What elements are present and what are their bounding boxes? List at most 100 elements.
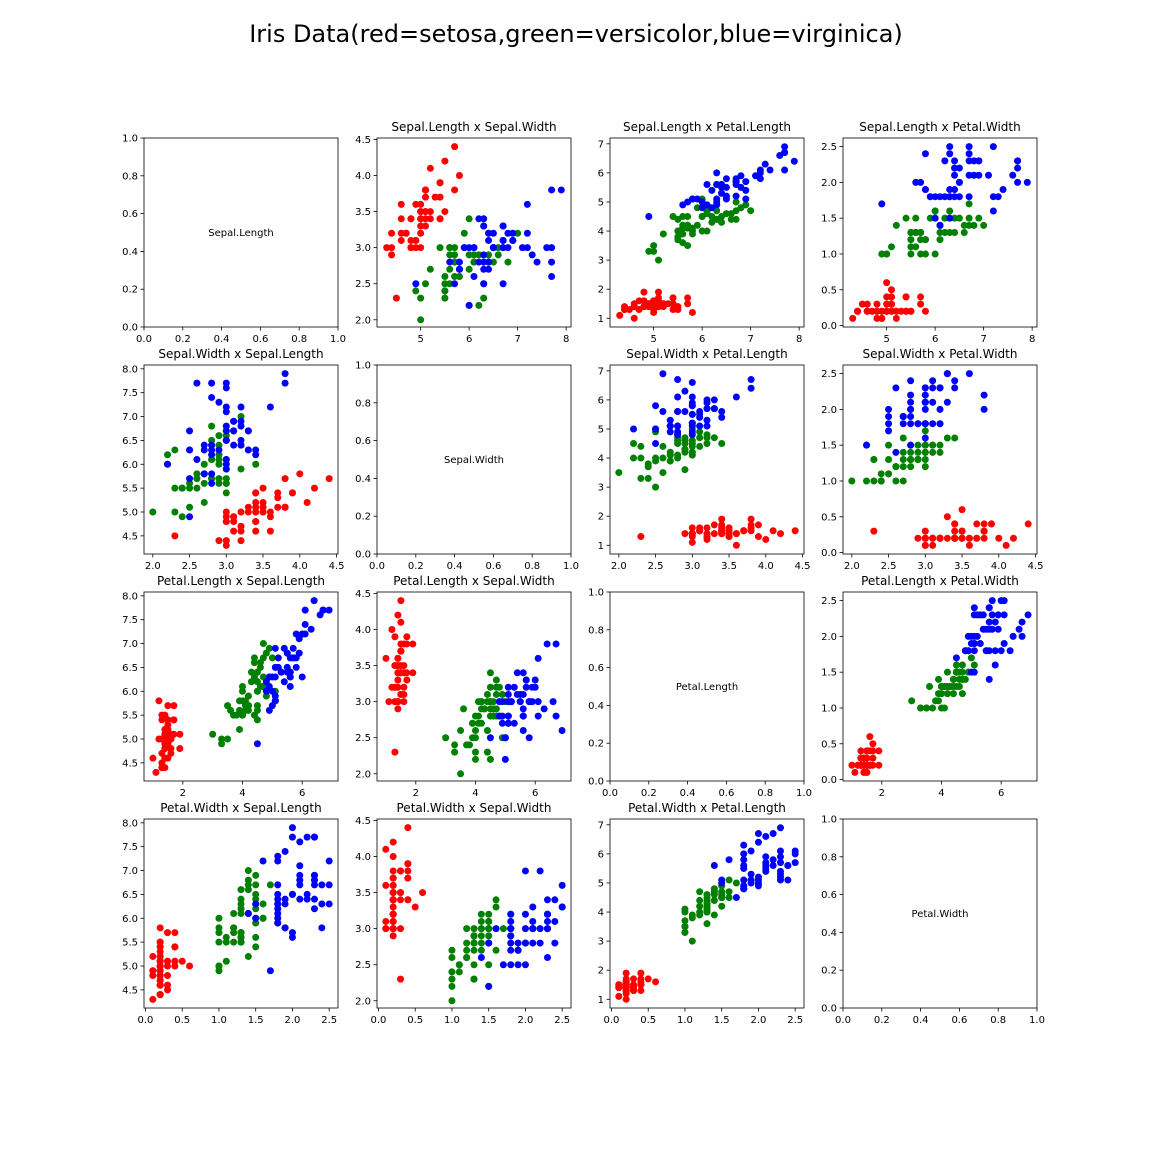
data-point-virginica	[747, 879, 755, 887]
subplot-title: Sepal.Width x Petal.Length	[626, 347, 788, 361]
data-point-versicolor	[441, 287, 449, 295]
data-point-setosa	[397, 229, 405, 237]
data-point-versicolor	[475, 301, 483, 309]
data-point-setosa	[407, 244, 415, 252]
data-point-setosa	[921, 541, 929, 549]
y-tick-label: 2	[598, 285, 604, 296]
y-tick-label: 8.0	[122, 364, 138, 375]
data-point-setosa	[936, 534, 944, 542]
y-tick-label: 3.0	[355, 697, 371, 708]
y-tick-label: 0.4	[588, 701, 604, 712]
data-point-versicolor	[441, 294, 449, 302]
x-tick-label: 6	[466, 334, 472, 345]
data-point-versicolor	[912, 214, 920, 222]
x-tick-label: 0.5	[640, 1015, 656, 1026]
data-point-virginica	[907, 398, 915, 406]
y-tick-label: 2.0	[355, 996, 371, 1007]
y-tick-label: 8.0	[122, 591, 138, 602]
data-point-virginica	[499, 236, 507, 244]
data-point-virginica	[710, 405, 718, 413]
data-point-versicolor	[960, 221, 968, 229]
y-tick-label: 0.6	[821, 890, 837, 901]
data-point-versicolor	[252, 890, 260, 898]
data-point-virginica	[776, 873, 784, 881]
data-point-setosa	[762, 535, 770, 543]
scatter-points	[383, 143, 565, 324]
data-point-virginica	[681, 408, 689, 416]
data-point-versicolor	[725, 894, 733, 902]
data-point-setosa	[149, 952, 157, 960]
data-point-setosa	[164, 986, 172, 994]
y-tick-label: 4.5	[122, 758, 138, 769]
data-point-virginica	[252, 914, 260, 922]
data-point-virginica	[516, 698, 524, 706]
x-tick-label: 2.0	[284, 1015, 300, 1026]
data-point-virginica	[991, 647, 999, 655]
data-point-versicolor	[965, 221, 973, 229]
y-tick-label: 6	[598, 395, 604, 406]
x-tick-label: 6	[998, 788, 1004, 799]
data-point-virginica	[507, 910, 515, 918]
data-point-versicolor	[885, 441, 893, 449]
data-point-versicolor	[652, 483, 660, 491]
data-point-setosa	[688, 538, 696, 546]
data-point-setosa	[769, 527, 777, 535]
data-point-setosa	[878, 307, 886, 315]
data-point-setosa	[397, 867, 405, 875]
data-point-virginica	[784, 876, 792, 884]
subplot-title: Sepal.Width x Petal.Width	[863, 347, 1018, 361]
data-point-setosa	[637, 987, 645, 995]
data-point-versicolor	[209, 730, 217, 738]
y-tick-label: 2.0	[355, 769, 371, 780]
data-point-setosa	[630, 984, 638, 992]
data-point-virginica	[186, 513, 194, 521]
data-point-setosa	[669, 294, 677, 302]
y-tick-label: 2	[598, 512, 604, 523]
data-point-virginica	[747, 384, 755, 392]
data-point-versicolor	[732, 207, 740, 215]
data-point-virginica	[762, 832, 770, 840]
data-point-setosa	[389, 896, 397, 904]
data-point-setosa	[164, 702, 172, 710]
data-point-virginica	[485, 236, 493, 244]
data-point-virginica	[523, 229, 531, 237]
data-point-versicolor	[446, 265, 454, 273]
data-point-setosa	[866, 733, 874, 741]
y-tick-label: 0.5	[821, 285, 837, 296]
y-tick-label: 3	[598, 937, 604, 948]
data-point-setosa	[873, 307, 881, 315]
scatter-points	[615, 370, 799, 549]
data-point-virginica	[271, 644, 279, 652]
data-point-virginica	[688, 402, 696, 410]
data-point-virginica	[266, 967, 274, 975]
y-tick-label: 5	[598, 878, 604, 889]
data-point-setosa	[630, 975, 638, 983]
data-point-versicolor	[681, 445, 689, 453]
subplot-12: Petal.Length x Petal.Width 2 4 6 0.0 0.5 1.0 1.…	[821, 574, 1038, 799]
data-point-versicolor	[946, 207, 954, 215]
x-tick-label: 6	[299, 788, 305, 799]
data-point-virginica	[740, 841, 748, 849]
subplot-1: 0.0 0.2 0.4 0.6 0.8 1.0 0.0 0.2 0.4 0.6 0.8 1.0 Sepa…	[122, 134, 346, 346]
data-point-versicolor	[698, 227, 706, 235]
data-point-virginica	[310, 895, 318, 903]
data-point-versicolor	[460, 705, 468, 713]
data-point-versicolor	[929, 441, 937, 449]
data-point-versicolor	[463, 939, 471, 947]
data-point-virginica	[991, 661, 999, 669]
data-point-virginica	[514, 961, 522, 969]
data-point-virginica	[325, 881, 333, 889]
data-point-virginica	[989, 193, 997, 201]
data-point-setosa	[869, 740, 877, 748]
data-point-virginica	[679, 201, 687, 209]
x-tick-label: 0.8	[757, 788, 773, 799]
data-point-virginica	[319, 606, 327, 614]
data-point-versicolor	[637, 454, 645, 462]
data-point-virginica	[917, 178, 925, 186]
data-point-versicolor	[238, 683, 246, 690]
data-point-setosa	[391, 633, 399, 641]
data-point-virginica	[485, 982, 493, 990]
data-point-setosa	[400, 662, 408, 670]
data-point-versicolor	[252, 460, 260, 468]
data-point-versicolor	[417, 294, 425, 302]
